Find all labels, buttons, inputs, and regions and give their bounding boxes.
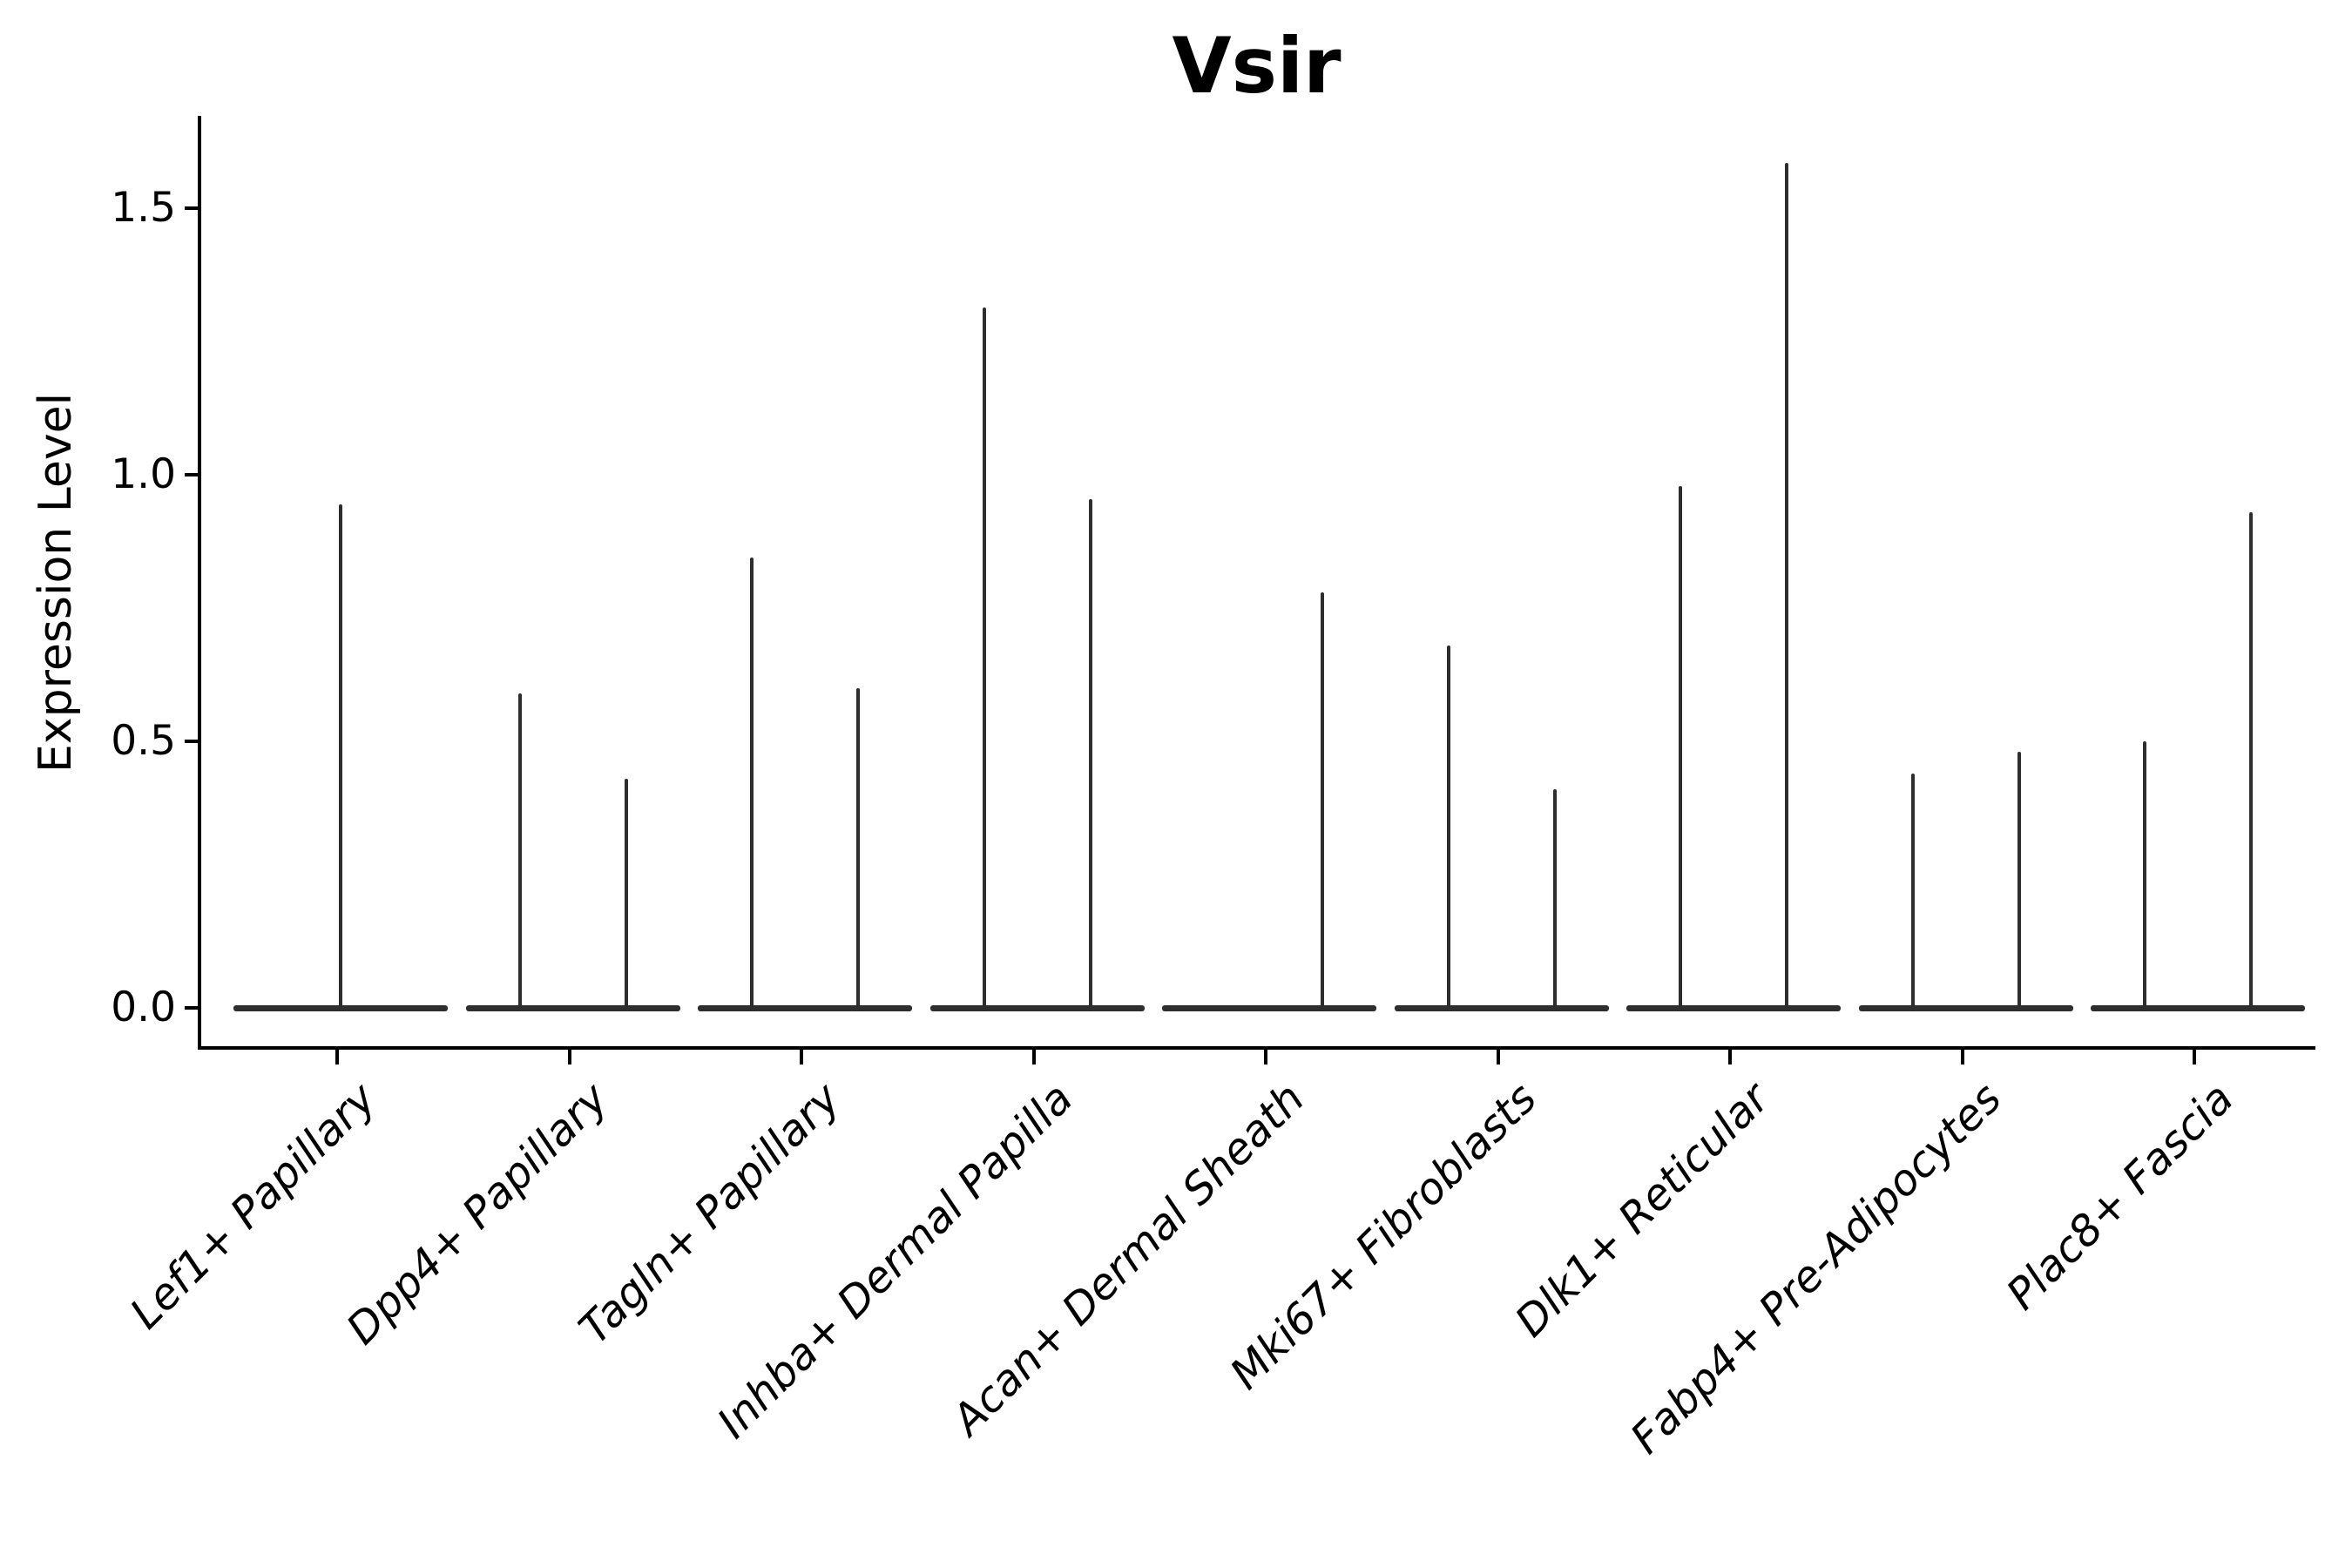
x-tick-mark [1496,1050,1500,1064]
violin-zero-body [1626,1004,1841,1011]
y-axis-label: Expression Level [30,392,82,774]
violin-zero-body [698,1004,912,1011]
chart-title: Vsir [1172,21,1342,111]
violin-zero-body [2091,1004,2305,1011]
violin-spike [517,693,522,1010]
x-tick-mark [1960,1050,1964,1064]
y-tick-mark [185,473,198,477]
violin-zero-body [1858,1004,2073,1011]
violin-spike [1679,485,1682,1010]
violin-spike [1088,498,1092,1010]
x-category-label: Plac8+ Fascia [1997,1073,2243,1320]
violin-spike [2017,752,2021,1010]
violin-spike [1785,163,1788,1010]
violin-zero-body [1162,1004,1376,1011]
x-category-label: Fabp4+ Pre-Adipocytes [1620,1073,2011,1463]
y-tick-mark [185,1005,198,1010]
violin-spike [982,307,986,1010]
x-tick-mark [567,1050,571,1064]
plot-area [198,116,2315,1050]
violin-spike [1321,591,1324,1010]
violin-spike [339,504,342,1010]
x-category-label: Dlk1+ Reticular [1505,1073,1779,1347]
violin-spike [1446,645,1450,1010]
violin-spike [856,687,860,1010]
x-tick-mark [1264,1050,1267,1064]
violin-spike [2249,512,2253,1010]
violin-spike [1552,789,1557,1010]
y-tick-mark [185,206,198,211]
x-tick-mark [2193,1050,2196,1064]
y-tick-label: 0.5 [111,717,176,766]
y-tick-label: 1.5 [111,184,176,233]
x-tick-mark [1031,1050,1036,1064]
x-tick-mark [1728,1050,1732,1064]
x-category-label: Lef1+ Papillary [120,1073,386,1339]
violin-spike [750,558,754,1010]
x-tick-mark [335,1050,339,1064]
y-tick-label: 0.0 [111,983,176,1031]
violin-zero-body [465,1004,680,1011]
violin-spike [2143,741,2146,1010]
violin-zero-body [1394,1004,1609,1011]
x-tick-mark [800,1050,803,1064]
violin-spike [1910,773,1915,1010]
violin-spike [624,778,628,1010]
y-tick-mark [185,740,198,744]
violin-zero-body [929,1004,1145,1011]
y-tick-label: 1.0 [111,450,176,499]
